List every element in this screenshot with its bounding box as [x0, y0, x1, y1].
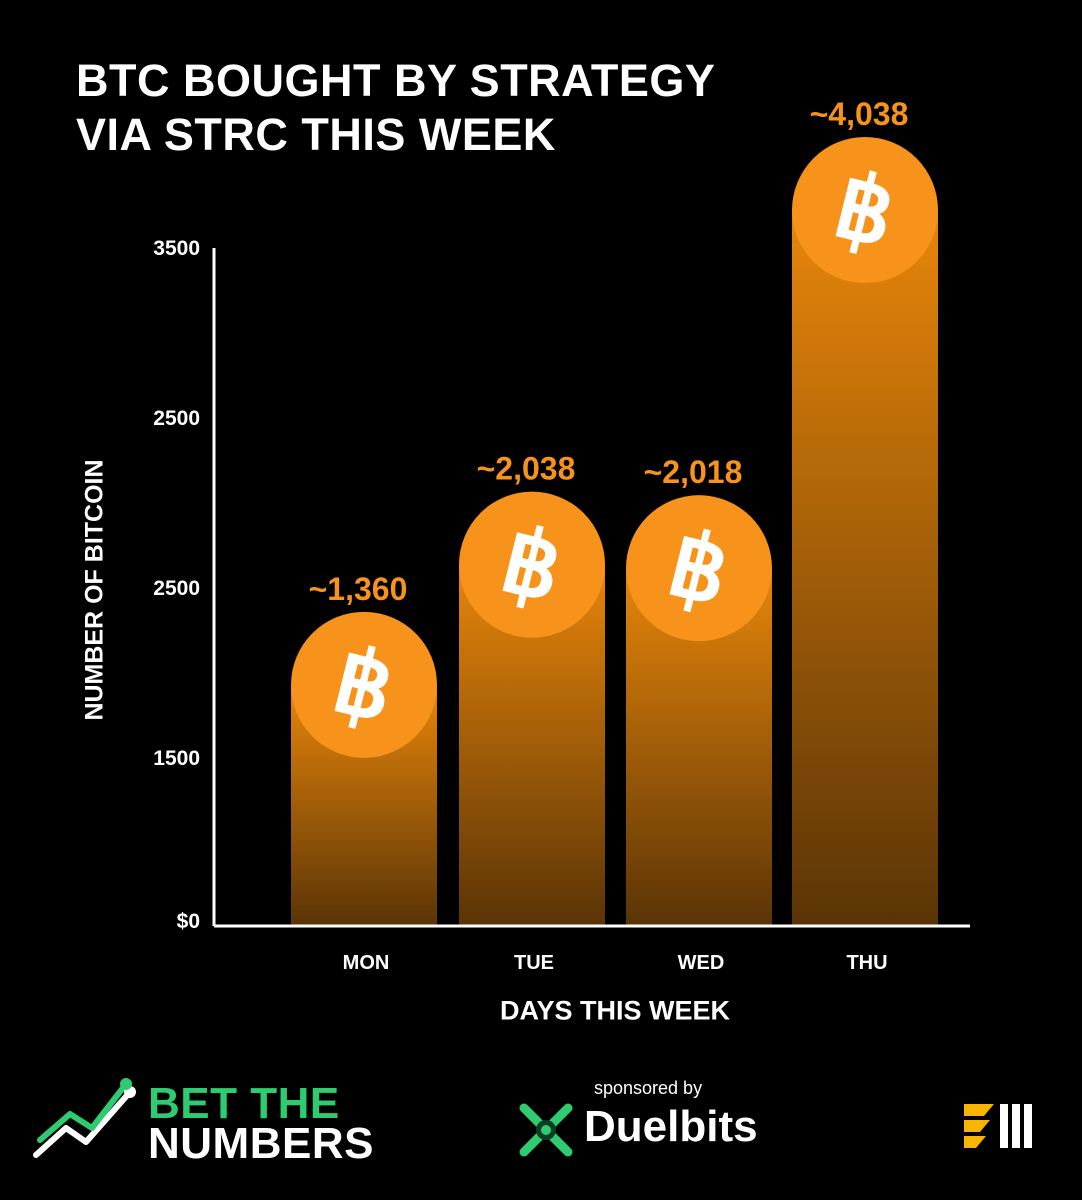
bars-logo-icon: [964, 1104, 1032, 1148]
brand-line-2: NUMBERS: [148, 1119, 374, 1168]
chart-title: BTC BOUGHT BY STRATEGY VIA STRC THIS WEE…: [76, 54, 796, 162]
value-label: ~4,038: [810, 96, 909, 132]
x-tick-label: MON: [343, 952, 390, 974]
coin-circle: [626, 495, 772, 642]
y-tick-label: 2500: [153, 407, 200, 430]
bars-layer: ฿฿ ฿฿: [291, 137, 938, 926]
value-label: ~2,018: [644, 454, 743, 490]
bar: [792, 210, 938, 926]
crossed-swords-icon: [519, 1103, 573, 1157]
y-tick-label: 2500: [153, 577, 200, 600]
trend-line-icon: [33, 1078, 136, 1158]
y-tick-label: 3500: [153, 237, 200, 260]
x-tick-label: THU: [846, 952, 887, 974]
y-tick-label: $0: [177, 910, 200, 933]
sponsor-name: Duelbits: [584, 1102, 758, 1151]
brand-line-1: BET THE: [148, 1079, 340, 1128]
y-tick-label: 1500: [153, 747, 200, 770]
bitcoin-icon: ฿: [626, 495, 772, 642]
coin-circle: [291, 611, 437, 758]
bet-the-numbers-logo: BET THE NUMBERS: [30, 1070, 470, 1168]
bitcoin-icon: ฿: [792, 137, 938, 283]
value-label: ~1,360: [309, 571, 408, 607]
title-line-1: BTC BOUGHT BY STRATEGY: [76, 55, 716, 106]
bitcoin-icon: ฿: [459, 491, 605, 638]
x-tick-label: TUE: [514, 952, 554, 974]
axis-layer: $0 1500 2500 2500 3500: [153, 237, 970, 933]
x-axis-title: DAYS THIS WEEK: [499, 995, 731, 1026]
sponsored-by-text: sponsored by: [594, 1078, 703, 1098]
coin-circle: [459, 491, 605, 638]
bitcoin-icon: ฿: [291, 611, 437, 758]
coin-circle: [792, 137, 938, 283]
sponsor-block: sponsored by Duelbits: [512, 1074, 782, 1164]
x-tick-label: WED: [678, 952, 725, 974]
y-axis-title: NUMBER OF BITCOIN: [80, 459, 109, 721]
title-line-2: VIA STRC THIS WEEK: [76, 109, 556, 160]
labels-layer: ~1,360 MON ~2,038 TUE ~2,018 WED ~4,038 THU: [309, 96, 909, 974]
value-label: ~2,038: [477, 451, 576, 487]
